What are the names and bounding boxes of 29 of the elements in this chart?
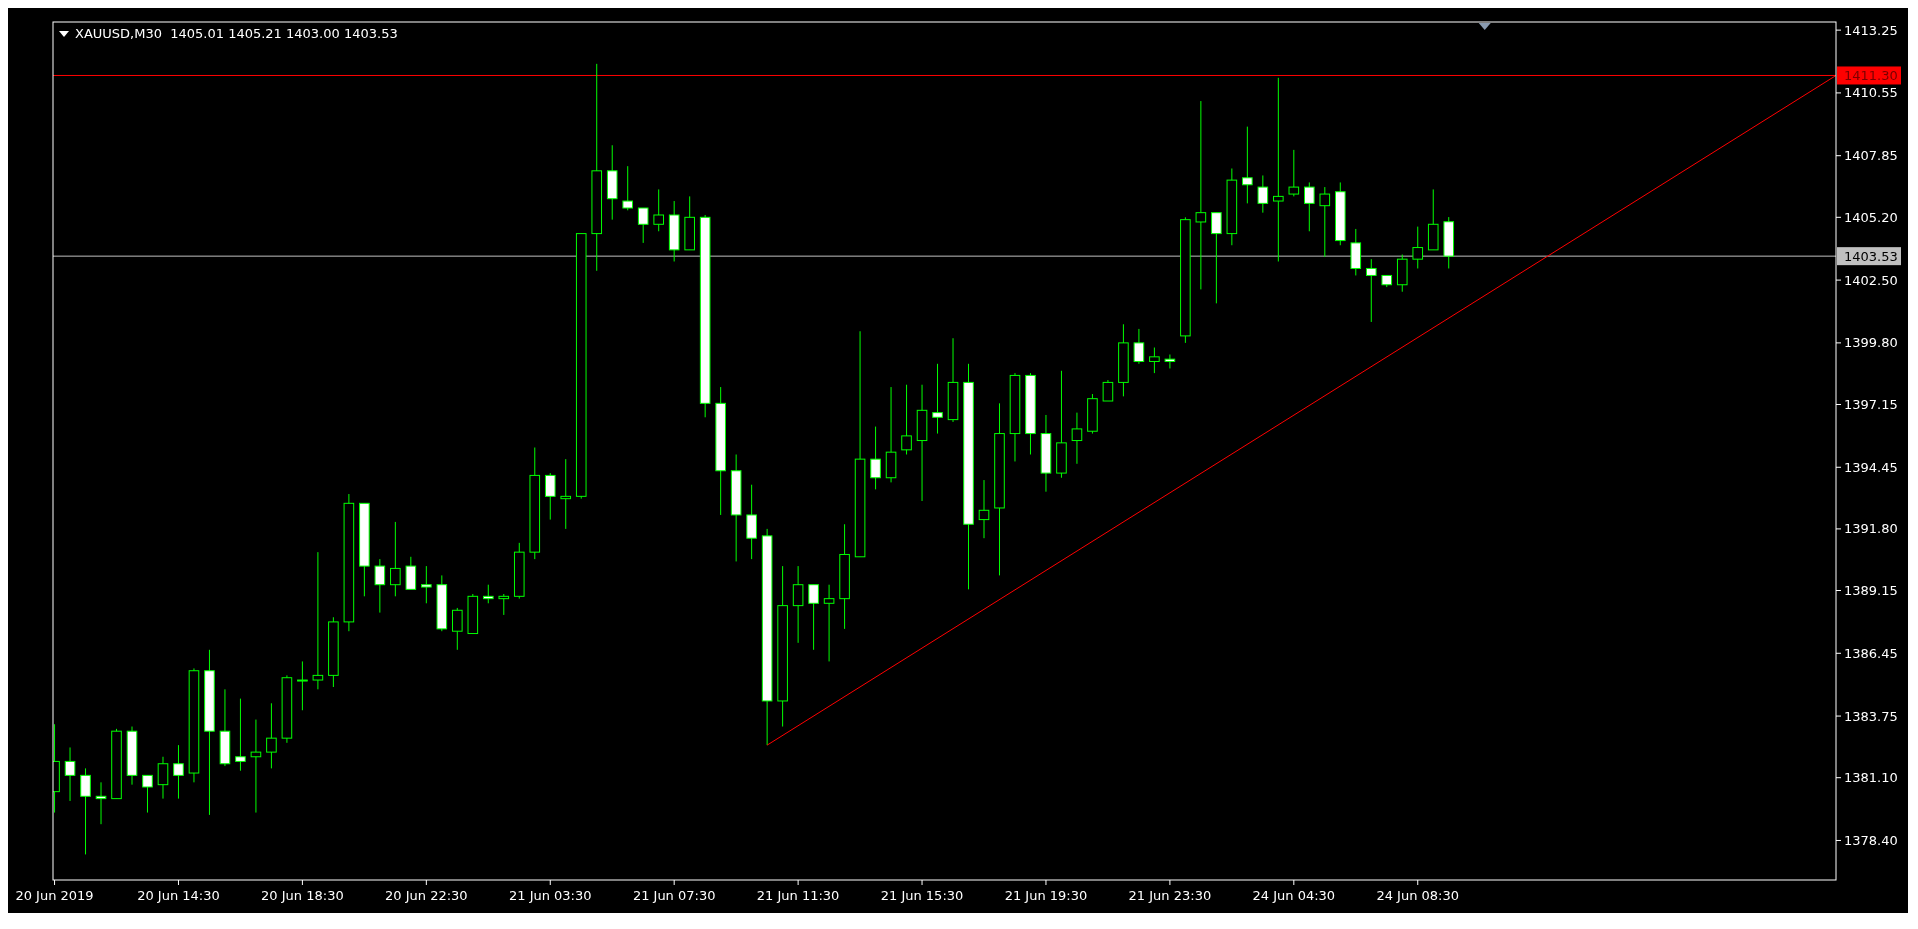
x-tick-label: 21 Jun 07:30 — [632, 888, 716, 903]
y-tick-label: 1378.40 — [1844, 833, 1898, 849]
x-tick-label: 21 Jun 03:30 — [508, 888, 592, 903]
y-tick-label: 1386.45 — [1844, 645, 1898, 661]
ref-line-label: 1411.30 — [1844, 68, 1898, 84]
x-tick-label: 20 Jun 18:30 — [261, 888, 344, 903]
y-tick-label: 1397.15 — [1844, 397, 1898, 413]
chart-title: XAUUSD,M30 1405.01 1405.21 1403.00 1403.53 — [75, 26, 398, 41]
x-tick-label: 20 Jun 22:30 — [385, 888, 468, 903]
x-tick-label: 21 Jun 15:30 — [880, 888, 964, 903]
y-tick-label: 1389.15 — [1844, 583, 1898, 599]
y-tick-label: 1402.50 — [1844, 272, 1898, 288]
y-tick-label: 1407.85 — [1844, 148, 1898, 164]
x-tick-label: 21 Jun 19:30 — [1004, 888, 1088, 903]
y-tick-label: 1413.25 — [1844, 22, 1898, 38]
y-tick-label: 1383.75 — [1844, 708, 1898, 724]
y-tick-label: 1391.80 — [1844, 521, 1898, 537]
y-tick-label: 1381.10 — [1844, 770, 1898, 786]
x-tick-label: 24 Jun 08:30 — [1376, 888, 1460, 903]
y-tick-label: 1405.20 — [1844, 209, 1898, 225]
y-tick-label: 1410.55 — [1844, 85, 1898, 101]
y-tick-label: 1394.45 — [1844, 459, 1898, 475]
x-tick-label: 20 Jun 2019 — [15, 888, 94, 903]
ref-line-label: 1403.53 — [1844, 248, 1898, 264]
x-tick-label: 24 Jun 04:30 — [1252, 888, 1336, 903]
x-tick-label: 21 Jun 11:30 — [756, 888, 840, 903]
x-tick-label: 20 Jun 14:30 — [137, 888, 220, 903]
y-tick-label: 1399.80 — [1844, 335, 1898, 351]
x-tick-label: 21 Jun 23:30 — [1128, 888, 1212, 903]
